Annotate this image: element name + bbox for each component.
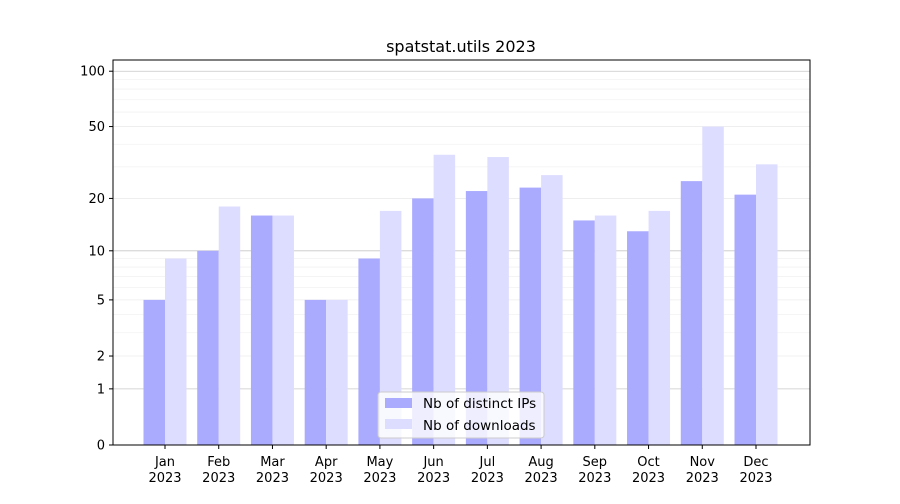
x-tick-label-year: 2023 xyxy=(525,471,558,486)
y-tick-label: 0 xyxy=(97,439,105,454)
bar-distinct-ips xyxy=(412,198,434,445)
y-tick-label: 2 xyxy=(97,350,105,365)
legend-frame xyxy=(377,391,545,439)
x-tick-label-year: 2023 xyxy=(739,471,772,486)
plot-area-frame xyxy=(112,59,811,446)
bar-downloads xyxy=(702,126,724,445)
bar-distinct-ips xyxy=(465,191,488,445)
x-tick-label-year: 2023 xyxy=(202,471,235,486)
x-tick-label-year: 2023 xyxy=(632,471,665,486)
bar-downloads xyxy=(541,175,563,445)
x-tick-label-month: Nov xyxy=(690,455,716,470)
bar-downloads xyxy=(272,215,294,445)
x-tick-label-month: Jun xyxy=(422,455,443,470)
bar-downloads xyxy=(594,215,617,445)
x-tick-label-year: 2023 xyxy=(310,471,343,486)
bar-downloads xyxy=(487,157,509,445)
x-tick-label-month: Sep xyxy=(583,455,608,470)
legend-label-distinct-ips: Nb of distinct IPs xyxy=(423,396,536,412)
x-tick-label-year: 2023 xyxy=(148,471,181,486)
bar-downloads xyxy=(326,299,348,445)
bar-distinct-ips xyxy=(519,187,542,445)
bar-distinct-ips xyxy=(250,215,273,445)
bar-distinct-ips xyxy=(627,231,649,445)
x-tick-label-year: 2023 xyxy=(417,471,450,486)
x-tick-label-month: Apr xyxy=(315,455,338,470)
bar-downloads xyxy=(648,210,671,445)
x-tick-label-month: Feb xyxy=(207,455,230,470)
x-tick-label-year: 2023 xyxy=(256,471,289,486)
y-axis: 0 1 2 5 10 20 50 100 xyxy=(80,65,113,454)
bar-distinct-ips xyxy=(143,299,165,445)
y-tick-label: 100 xyxy=(80,65,105,80)
legend-swatch-distinct-ips xyxy=(385,398,412,408)
legend-label-downloads: Nb of downloads xyxy=(423,418,536,434)
bar-distinct-ips xyxy=(734,194,756,445)
bar-downloads xyxy=(218,206,241,445)
bar-distinct-ips xyxy=(680,181,703,446)
bar-downloads xyxy=(165,258,187,445)
x-tick-label-month: Jan xyxy=(154,455,175,470)
chart-title: spatstat.utils 2023 xyxy=(386,37,536,56)
bar-downloads xyxy=(379,210,402,445)
x-tick-label-month: Dec xyxy=(743,455,768,470)
legend: Nb of distinct IPs Nb of downloads xyxy=(377,391,545,439)
bar-distinct-ips xyxy=(197,250,219,445)
y-tick-label: 5 xyxy=(97,293,105,308)
x-tick-label-month: May xyxy=(366,455,393,470)
y-tick-label: 10 xyxy=(88,244,105,259)
x-tick-label-month: Mar xyxy=(260,455,285,470)
legend-swatch-downloads xyxy=(385,419,412,429)
x-tick-label-year: 2023 xyxy=(686,471,719,486)
y-tick-label: 50 xyxy=(88,120,105,135)
bars xyxy=(143,126,778,446)
x-tick-label-month: Aug xyxy=(528,455,553,470)
x-tick-label-year: 2023 xyxy=(363,471,396,486)
x-tick-label-year: 2023 xyxy=(471,471,504,486)
y-tick-label: 1 xyxy=(97,382,105,397)
bar-distinct-ips xyxy=(573,220,595,445)
bar-distinct-ips xyxy=(358,258,380,445)
x-tick-label-month: Oct xyxy=(637,455,659,470)
bar-downloads xyxy=(756,164,778,445)
y-tick-label: 20 xyxy=(88,192,105,207)
x-axis: Jan2023Feb2023Mar2023Apr2023May2023Jun20… xyxy=(148,445,773,486)
x-tick-label-month: Jul xyxy=(479,455,496,470)
bar-downloads xyxy=(433,154,456,445)
x-tick-label-year: 2023 xyxy=(578,471,611,486)
bar-distinct-ips xyxy=(304,299,327,445)
